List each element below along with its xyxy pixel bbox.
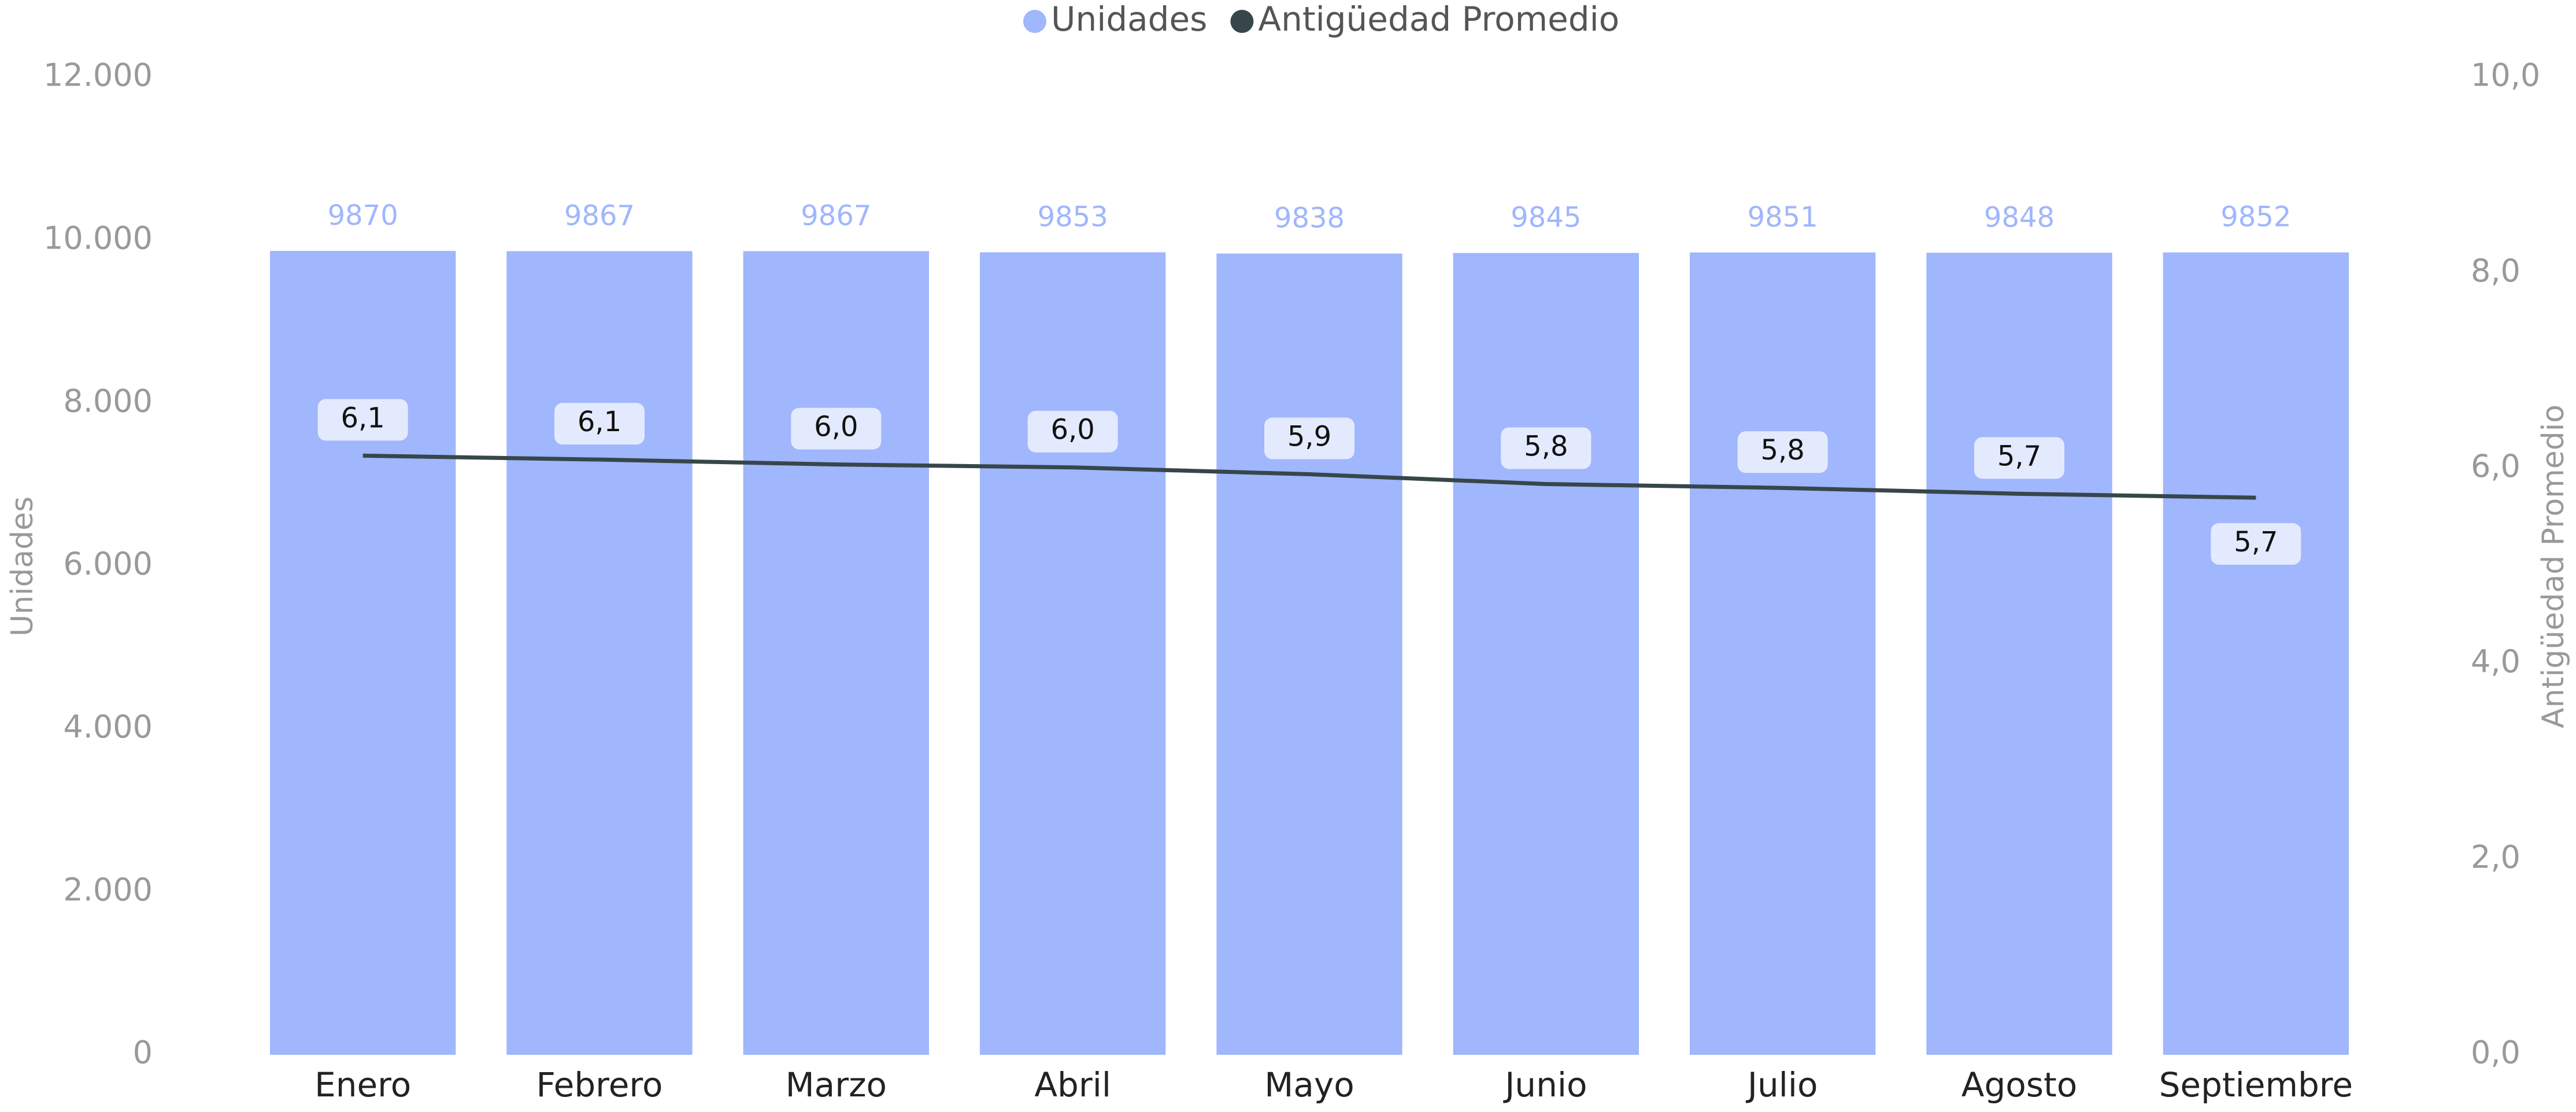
bar-value-label: 9851 [1748, 201, 1818, 233]
y2-axis-title: Antigüedad Promedio [2536, 405, 2571, 728]
legend-marker [1230, 10, 1254, 33]
bar [980, 252, 1166, 1055]
bar [2163, 252, 2349, 1055]
y-tick-label: 12.000 [43, 57, 153, 94]
bar [1216, 253, 1402, 1055]
line-label-box [554, 403, 645, 445]
y2-tick-label: 6,0 [2471, 448, 2521, 484]
x-tick-label: Abril [1034, 1065, 1111, 1104]
bar-value-label: 9838 [1274, 202, 1345, 235]
y2-tick-label: 0,0 [2471, 1035, 2521, 1071]
x-tick-label: Septiembre [2159, 1065, 2353, 1104]
line-label-box [2211, 523, 2301, 565]
line-value-label: 5,8 [1524, 430, 1568, 462]
y2-tick-label: 10,0 [2471, 57, 2540, 94]
bar [506, 251, 693, 1055]
line-value-label: 6,0 [814, 411, 858, 443]
legend-label: Antigüedad Promedio [1258, 0, 1619, 39]
y-tick-label: 4.000 [63, 709, 153, 745]
y2-tick-label: 4,0 [2471, 643, 2521, 680]
bar [270, 251, 456, 1055]
bar-value-label: 9867 [801, 200, 871, 232]
line-label-box [1264, 417, 1354, 459]
line-label-box [791, 407, 882, 450]
x-tick-label: Junio [1503, 1065, 1587, 1104]
line-label-box [317, 399, 408, 441]
line-label-box [1737, 431, 1828, 473]
bar [1926, 253, 2112, 1055]
bar [1453, 253, 1639, 1055]
y2-tick-label: 2,0 [2471, 839, 2521, 875]
line-value-label: 5,8 [1760, 434, 1804, 466]
line-value-label: 6,0 [1050, 414, 1094, 446]
x-tick-label: Marzo [786, 1065, 887, 1104]
bar [1690, 252, 1876, 1055]
x-tick-label: Mayo [1264, 1065, 1354, 1104]
y-tick-label: 8.000 [63, 383, 153, 419]
line-value-label: 6,1 [578, 406, 621, 438]
line-label-box [1501, 427, 1592, 469]
line-value-label: 6,1 [340, 402, 384, 434]
y-axis-title: Unidades [5, 496, 40, 636]
x-tick-label: Febrero [536, 1065, 662, 1104]
bar-value-label: 9845 [1511, 202, 1581, 234]
y-tick-label: 6.000 [63, 546, 153, 582]
line-value-label: 5,9 [1287, 421, 1331, 453]
line-label-box [1027, 410, 1118, 453]
bar-value-label: 9867 [564, 200, 635, 232]
legend-marker [1023, 10, 1046, 33]
bar-value-label: 9848 [1984, 201, 2055, 233]
x-tick-label: Agosto [1961, 1065, 2077, 1104]
bar-value-label: 9852 [2220, 201, 2291, 233]
bar-value-label: 9853 [1038, 201, 1108, 233]
line-value-label: 5,7 [2234, 526, 2278, 558]
bar-value-label: 9870 [328, 199, 398, 232]
y-tick-label: 2.000 [63, 872, 153, 908]
line [362, 453, 2256, 500]
y2-tick-label: 8,0 [2471, 253, 2521, 289]
legend-label: Unidades [1051, 0, 1207, 39]
x-tick-label: Enero [314, 1065, 411, 1104]
y-tick-label: 10.000 [43, 220, 153, 256]
bar [743, 251, 929, 1055]
line-value-label: 5,7 [1997, 440, 2041, 472]
x-tick-label: Julio [1746, 1065, 1818, 1104]
y-tick-label: 0 [133, 1035, 153, 1071]
line-label-box [1974, 437, 2064, 479]
